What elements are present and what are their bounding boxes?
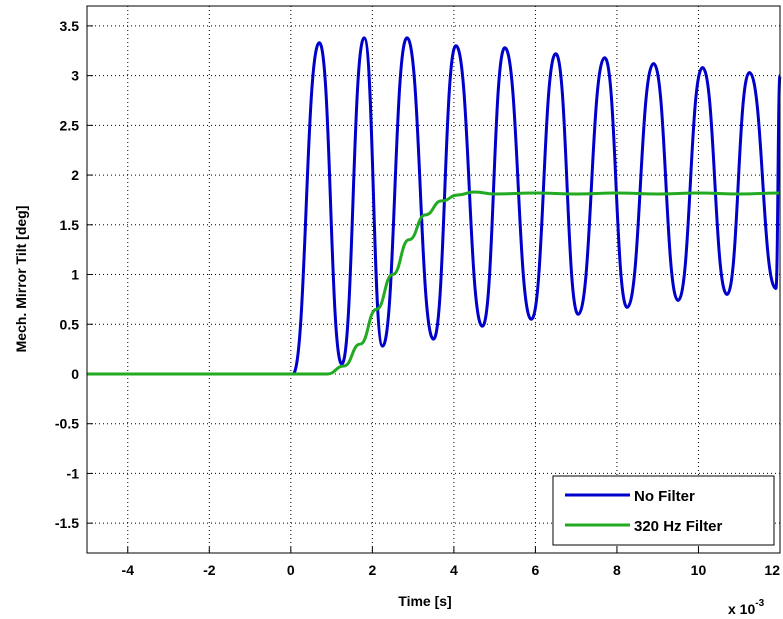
y-tick-label: 3.5 [60, 18, 80, 34]
x-axis-label: Time [s] [398, 593, 451, 609]
x-tick-label: 2 [368, 562, 376, 578]
x-tick-label: -4 [122, 562, 135, 578]
x-tick-label: 6 [532, 562, 540, 578]
y-axis-label: Mech. Mirror Tilt [deg] [13, 206, 29, 353]
x-tick-label: 4 [450, 562, 458, 578]
y-tick-label: 2.5 [60, 117, 80, 133]
x-tick-label: 10 [691, 562, 707, 578]
y-tick-label: 1.5 [60, 217, 80, 233]
x-tick-label: 8 [613, 562, 621, 578]
y-tick-label: -1 [67, 465, 80, 481]
y-tick-label: 2 [71, 167, 79, 183]
legend-box [552, 475, 775, 546]
x-axis-multiplier: x 10-3 [728, 598, 765, 617]
plot-area [87, 6, 780, 553]
legend: No Filter 320 Hz Filter [552, 475, 775, 546]
legend-label-no-filter: No Filter [634, 488, 695, 505]
x-tick-label: 12 [764, 562, 780, 578]
series-lines [87, 36, 782, 376]
series-line-1 [87, 190, 781, 376]
y-tick-label: -0.5 [55, 416, 79, 432]
y-ticks: 3.5 3 2.5 2 1.5 1 0.5 0 -0.5 -1 -1.5 [55, 18, 93, 531]
x-tick-label: 0 [287, 562, 295, 578]
x-tick-label: -2 [203, 562, 216, 578]
y-tick-label: 1 [71, 267, 79, 283]
y-tick-label: 0.5 [60, 316, 80, 332]
series-line-0 [87, 36, 782, 376]
y-tick-label: 3 [71, 68, 79, 84]
x-axis-multiplier-exponent: -3 [755, 598, 764, 609]
plot-frame [86, 5, 781, 554]
y-tick-label: 0 [71, 366, 79, 382]
y-tick-label: -1.5 [55, 515, 79, 531]
x-axis-multiplier-base: x 10 [728, 601, 755, 617]
legend-label-320hz-filter: 320 Hz Filter [634, 518, 723, 535]
